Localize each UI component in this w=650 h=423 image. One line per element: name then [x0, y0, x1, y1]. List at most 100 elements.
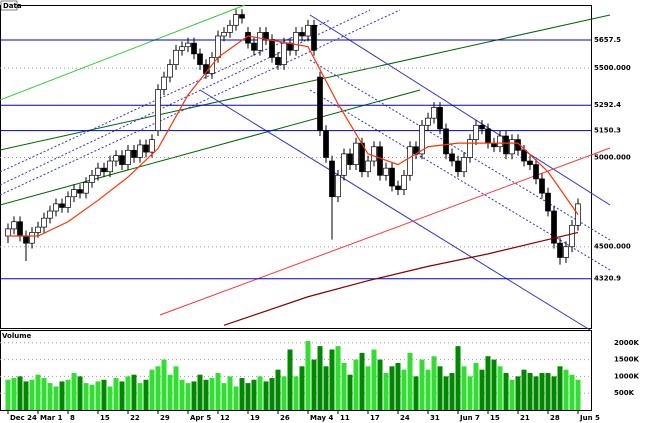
- volume-bar: [527, 373, 533, 410]
- candle-body: [473, 124, 479, 140]
- candle-body: [233, 14, 239, 26]
- candle-body: [53, 203, 59, 212]
- candle-body: [71, 189, 77, 198]
- volume-bar: [173, 366, 179, 410]
- candle-body: [23, 235, 29, 244]
- volume-bar: [179, 379, 185, 410]
- volume-bar: [257, 376, 263, 410]
- trendline: [0, 19, 331, 173]
- candle-body: [395, 185, 401, 190]
- volume-bar: [275, 369, 281, 410]
- volume-bar: [503, 373, 509, 410]
- candle-body: [563, 246, 569, 258]
- volume-bar: [191, 381, 197, 410]
- volume-bar: [269, 378, 275, 410]
- candle-body: [173, 49, 179, 65]
- volume-bar: [29, 379, 35, 410]
- volume-bar: [443, 376, 449, 410]
- volume-bar: [155, 366, 161, 410]
- candle-body: [341, 153, 347, 176]
- candle-body: [65, 196, 71, 208]
- volume-bar: [329, 349, 335, 410]
- volume-bar: [491, 359, 497, 410]
- volume-bar: [389, 366, 395, 410]
- volume-bar: [425, 369, 431, 410]
- candle-body: [77, 189, 83, 194]
- volume-bar: [41, 378, 47, 410]
- x-tick-label: 26: [280, 414, 290, 422]
- candle-body: [89, 174, 95, 183]
- candle-body: [119, 155, 125, 165]
- volume-bar: [77, 376, 83, 410]
- candle-body: [299, 32, 305, 37]
- candle-body: [377, 146, 383, 176]
- volume-bar: [449, 373, 455, 410]
- volume-bar: [53, 386, 59, 410]
- candle-body: [113, 155, 119, 162]
- volume-bar: [401, 369, 407, 410]
- volume-bar: [431, 356, 437, 410]
- volume-bar: [143, 379, 149, 410]
- candle-body: [545, 192, 551, 212]
- volume-bar: [125, 376, 131, 410]
- candle-body: [527, 160, 533, 165]
- volume-title: Volume: [2, 332, 32, 340]
- level-label: 5150.3: [594, 127, 621, 135]
- candle-body: [509, 139, 515, 155]
- volume-bar: [5, 379, 11, 410]
- volume-bar: [197, 374, 203, 410]
- x-tick-label: 15: [490, 414, 500, 422]
- candle-body: [143, 144, 149, 153]
- candle-body: [41, 217, 47, 228]
- volume-bar: [101, 379, 107, 410]
- candle-body: [335, 174, 341, 198]
- volume-bar: [263, 381, 269, 410]
- candle-body: [59, 203, 65, 208]
- volume-bar: [167, 374, 173, 410]
- volume-bar: [407, 352, 413, 410]
- volume-bar: [479, 369, 485, 410]
- x-tick-label: 28: [550, 414, 560, 422]
- candle-body: [29, 232, 35, 244]
- x-tick-label: 15: [100, 414, 110, 422]
- candle-body: [161, 76, 167, 90]
- candle-body: [365, 160, 371, 173]
- volume-bar: [71, 373, 77, 410]
- candle-body: [125, 149, 131, 165]
- volume-bar: [473, 362, 479, 410]
- x-tick-label: Apr 5: [190, 414, 211, 422]
- volume-bar: [209, 378, 215, 410]
- y-tick-label: 5500.000: [594, 64, 631, 72]
- x-tick-label: 17: [370, 414, 380, 422]
- chart-title: Data: [3, 2, 22, 10]
- candle-body: [227, 24, 233, 33]
- volume-bar: [563, 369, 569, 410]
- candle-body: [35, 226, 41, 233]
- x-tick-label: Jun 5: [579, 414, 600, 422]
- volume-bar: [515, 376, 521, 410]
- level-label: 5292.4: [594, 101, 621, 109]
- candle-body: [251, 42, 257, 51]
- trendline: [0, 9, 401, 196]
- level-label: 5657.5: [594, 36, 621, 44]
- candle-body: [353, 142, 359, 165]
- volume-bar: [83, 383, 89, 410]
- candle-body: [449, 153, 455, 162]
- candle-body: [347, 153, 353, 165]
- candle-body: [425, 117, 431, 126]
- x-tick-label: 19: [250, 414, 260, 422]
- candle-body: [461, 157, 467, 173]
- candle-body: [11, 221, 17, 230]
- moving-average: [223, 231, 579, 326]
- candle-body: [131, 149, 137, 158]
- volume-bar: [35, 374, 41, 410]
- volume-bar: [281, 376, 287, 410]
- candle-body: [383, 167, 389, 176]
- candle-body: [107, 160, 113, 173]
- candle-body: [533, 164, 539, 180]
- candle-body: [275, 57, 281, 65]
- candle-body: [101, 167, 107, 173]
- trendline: [0, 4, 246, 101]
